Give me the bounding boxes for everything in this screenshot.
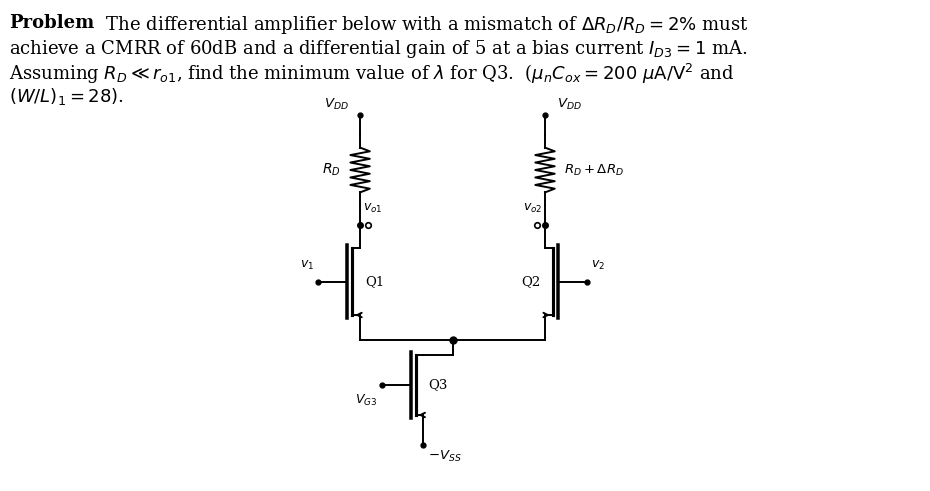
Text: Q2: Q2 [521, 275, 540, 288]
Text: The differential amplifier below with a mismatch of $\Delta R_D/R_D = 2\%$ must: The differential amplifier below with a … [83, 14, 748, 36]
Text: $-V_{SS}$: $-V_{SS}$ [428, 449, 462, 464]
Text: $v_1$: $v_1$ [300, 258, 314, 272]
Text: $V_{G3}$: $V_{G3}$ [355, 393, 378, 408]
Text: $v_{o2}$: $v_{o2}$ [523, 202, 542, 215]
Text: Q3: Q3 [428, 379, 447, 391]
Text: Q1: Q1 [365, 275, 384, 288]
Text: achieve a CMRR of 60dB and a differential gain of 5 at a bias current $I_{D3} = : achieve a CMRR of 60dB and a differentia… [8, 38, 748, 60]
Text: $v_2$: $v_2$ [591, 258, 604, 272]
Text: $V_{DD}$: $V_{DD}$ [324, 97, 349, 112]
Text: $(W/L)_1 = 28)$.: $(W/L)_1 = 28)$. [8, 86, 124, 107]
Text: Assuming $R_D \ll r_{o1}$, find the minimum value of $\lambda$ for Q3.  ($\mu_n : Assuming $R_D \ll r_{o1}$, find the mini… [8, 62, 734, 86]
Text: $R_D$: $R_D$ [322, 162, 340, 178]
Text: Problem: Problem [8, 14, 94, 32]
Text: $v_{o1}$: $v_{o1}$ [363, 202, 382, 215]
Text: $V_{DD}$: $V_{DD}$ [557, 97, 581, 112]
Text: $R_D+\Delta R_D$: $R_D+\Delta R_D$ [565, 163, 624, 178]
